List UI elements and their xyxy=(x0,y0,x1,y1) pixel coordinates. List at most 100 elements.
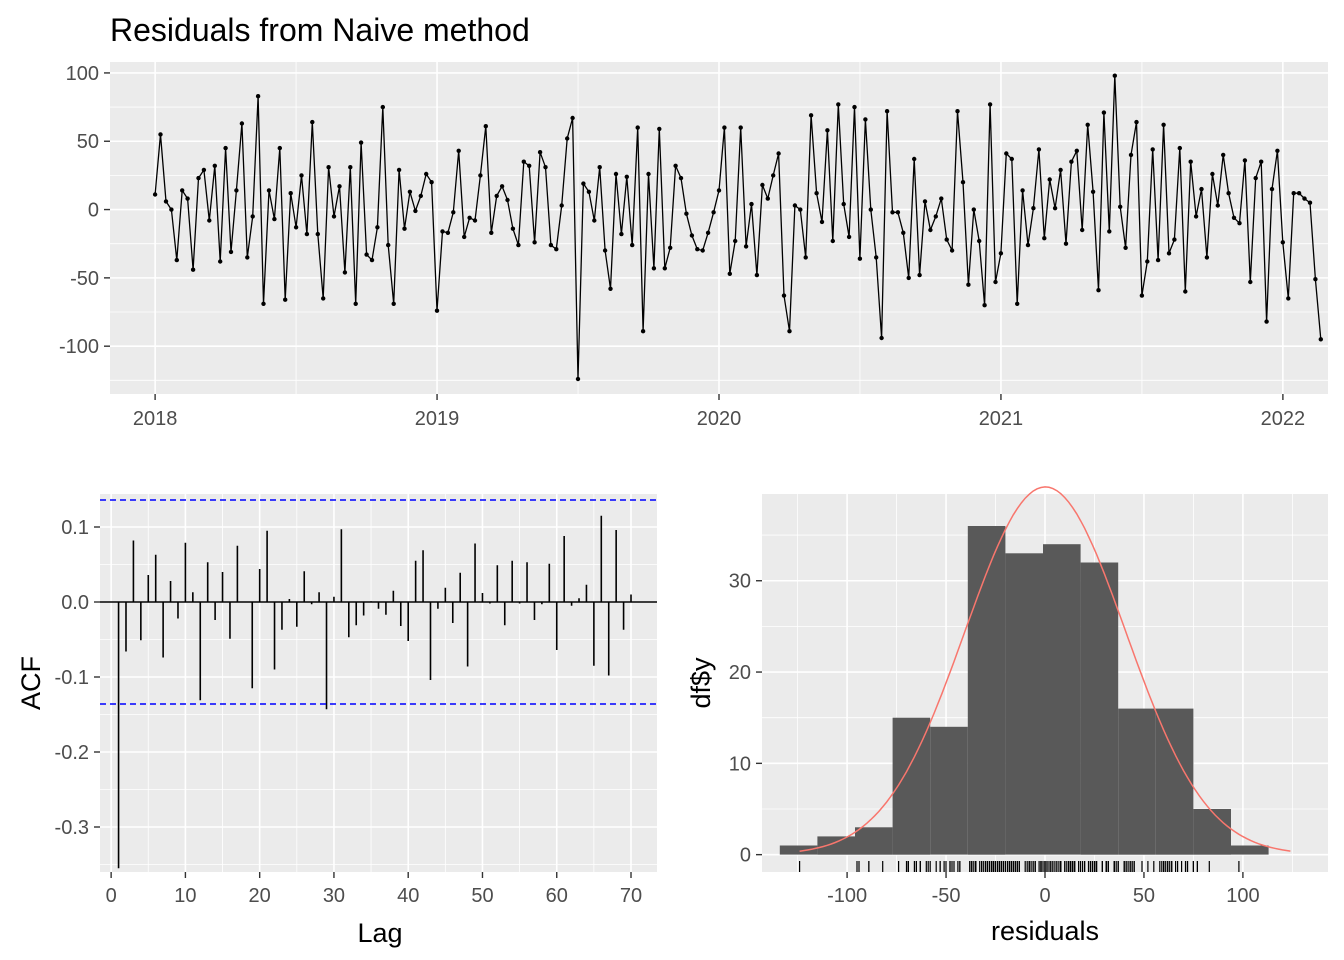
residual-point xyxy=(375,225,380,230)
residual-point xyxy=(749,201,754,207)
residual-point xyxy=(966,282,971,287)
residual-point xyxy=(1118,204,1123,209)
acf-x-axis: 0 10 20 30 40 50 60 70 xyxy=(106,872,642,907)
hist-bar xyxy=(855,827,893,855)
residual-point xyxy=(386,242,391,248)
residual-point xyxy=(353,301,358,306)
residual-point xyxy=(825,128,830,133)
residual-point xyxy=(1275,148,1280,153)
acf-x-tick-label: 50 xyxy=(471,885,493,907)
residual-point xyxy=(987,102,993,107)
residual-point xyxy=(1318,337,1324,342)
residual-point xyxy=(575,376,581,382)
acf-bars xyxy=(100,515,657,869)
residual-point xyxy=(695,247,700,252)
residual-point xyxy=(337,184,342,189)
residual-point xyxy=(906,275,911,281)
residual-point xyxy=(494,193,499,199)
acf-x-tick-label: 60 xyxy=(546,885,568,907)
residual-point xyxy=(418,193,423,199)
residual-point xyxy=(977,238,982,244)
residual-point xyxy=(1215,203,1221,208)
residual-point xyxy=(190,267,196,272)
residual-point xyxy=(358,140,364,145)
residual-point xyxy=(1226,191,1231,196)
residual-point xyxy=(884,109,890,114)
residual-point xyxy=(1183,289,1188,294)
acf-x-tick-label: 10 xyxy=(174,885,196,907)
residual-point xyxy=(1134,119,1139,125)
residual-point xyxy=(451,210,456,215)
residual-point xyxy=(982,303,987,308)
residual-point xyxy=(1139,293,1145,298)
residual-point xyxy=(163,199,169,204)
residual-point xyxy=(646,171,651,177)
residual-point xyxy=(483,124,488,129)
residual-point xyxy=(630,242,635,248)
residual-point xyxy=(1020,188,1025,193)
residual-point xyxy=(429,180,434,185)
residual-point xyxy=(1302,196,1307,201)
residual-point xyxy=(673,163,678,168)
hist-x-tick-label: -50 xyxy=(932,885,961,907)
hist-bar xyxy=(1043,544,1081,855)
residual-point xyxy=(624,174,629,179)
ts-x-tick-label: 2022 xyxy=(1261,408,1306,430)
residual-point xyxy=(288,191,293,196)
ts-y-tick-label: 0 xyxy=(88,200,99,222)
residual-point xyxy=(711,210,716,215)
acf-y-axis-label: ACF xyxy=(16,656,46,710)
residual-point xyxy=(1296,191,1302,196)
hist-bar xyxy=(930,726,968,855)
residual-point xyxy=(955,109,960,114)
residual-point xyxy=(277,145,282,151)
residual-point xyxy=(890,210,895,215)
residual-point xyxy=(635,125,640,130)
residual-point xyxy=(651,266,657,271)
hist-bar xyxy=(1193,809,1231,855)
residual-point xyxy=(1264,319,1269,324)
histogram-y-axis: 30 20 10 0 xyxy=(729,571,762,867)
residual-point xyxy=(1080,227,1085,233)
acf-x-tick-label: 20 xyxy=(249,885,271,907)
residual-point xyxy=(527,163,532,168)
histogram-density-curve xyxy=(799,486,1291,852)
hist-x-tick-label: 0 xyxy=(1039,885,1050,907)
histogram-bars xyxy=(779,526,1269,855)
ts-x-tick-label: 2020 xyxy=(697,408,742,430)
acf-y-tick-label: -0.2 xyxy=(55,742,89,764)
residual-point xyxy=(819,219,825,225)
acf-gridlines xyxy=(100,494,657,872)
residual-point xyxy=(792,203,798,208)
residual-point xyxy=(912,156,917,162)
residual-point xyxy=(1036,147,1042,152)
histogram-x-axis: -100 -50 0 50 100 xyxy=(827,872,1260,907)
residual-point xyxy=(543,165,548,170)
residual-point xyxy=(380,104,385,110)
hist-x-tick-label: -100 xyxy=(827,885,867,907)
residual-point xyxy=(608,286,613,291)
residual-point xyxy=(1155,257,1161,263)
hist-bar xyxy=(817,836,855,855)
hist-bar xyxy=(967,526,1006,855)
residual-point xyxy=(272,216,277,222)
residual-point xyxy=(559,203,564,208)
residual-point xyxy=(570,115,575,121)
residual-point xyxy=(1047,177,1052,182)
residual-point xyxy=(901,230,906,235)
residual-point xyxy=(293,225,299,230)
residual-point xyxy=(640,329,646,334)
residual-point xyxy=(310,119,315,125)
residual-point xyxy=(689,233,695,238)
residual-point xyxy=(852,104,857,110)
residual-point xyxy=(830,238,835,244)
acf-x-tick-label: 0 xyxy=(106,885,117,907)
time-series-x-axis: 2018 2019 2020 2021 2022 xyxy=(133,394,1305,430)
residual-point xyxy=(939,196,944,201)
ts-y-tick-label: 50 xyxy=(77,131,99,153)
ts-x-tick-label: 2019 xyxy=(415,408,460,430)
residual-point xyxy=(315,231,320,237)
ts-y-tick-label: -50 xyxy=(70,268,99,290)
residual-point xyxy=(846,234,852,240)
